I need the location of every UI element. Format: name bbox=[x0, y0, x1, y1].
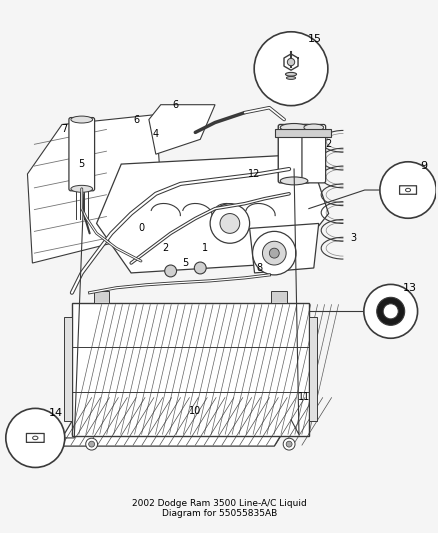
Circle shape bbox=[219, 214, 239, 233]
Text: 6: 6 bbox=[133, 115, 139, 125]
Circle shape bbox=[376, 297, 404, 325]
Polygon shape bbox=[249, 223, 318, 273]
Bar bbox=[93, 290, 109, 303]
Circle shape bbox=[269, 248, 279, 258]
Circle shape bbox=[210, 204, 249, 243]
Polygon shape bbox=[57, 397, 303, 446]
Text: 11: 11 bbox=[297, 392, 309, 402]
Text: 2: 2 bbox=[162, 243, 169, 253]
Ellipse shape bbox=[286, 76, 295, 79]
FancyBboxPatch shape bbox=[301, 125, 325, 183]
Circle shape bbox=[283, 438, 294, 450]
Text: 5: 5 bbox=[182, 258, 188, 268]
Ellipse shape bbox=[71, 116, 92, 123]
FancyBboxPatch shape bbox=[69, 118, 94, 191]
Circle shape bbox=[88, 441, 94, 447]
Ellipse shape bbox=[32, 436, 38, 440]
Ellipse shape bbox=[405, 188, 410, 192]
Polygon shape bbox=[28, 115, 160, 263]
Polygon shape bbox=[148, 104, 215, 154]
Circle shape bbox=[363, 285, 417, 338]
Text: 5: 5 bbox=[78, 159, 85, 169]
Text: 14: 14 bbox=[49, 408, 63, 418]
FancyBboxPatch shape bbox=[278, 125, 309, 183]
Bar bbox=[72, 303, 308, 436]
Circle shape bbox=[286, 441, 291, 447]
Circle shape bbox=[382, 304, 397, 319]
Text: 10: 10 bbox=[189, 407, 201, 416]
Text: 9: 9 bbox=[420, 161, 427, 171]
Ellipse shape bbox=[303, 124, 323, 131]
Text: 3: 3 bbox=[350, 233, 356, 243]
Text: 6: 6 bbox=[172, 100, 178, 110]
Text: 4: 4 bbox=[152, 130, 159, 140]
Polygon shape bbox=[96, 154, 328, 273]
Ellipse shape bbox=[279, 177, 307, 185]
Ellipse shape bbox=[279, 124, 307, 132]
Text: 2: 2 bbox=[325, 139, 331, 149]
Bar bbox=[308, 318, 316, 422]
Circle shape bbox=[85, 438, 97, 450]
FancyBboxPatch shape bbox=[26, 433, 44, 442]
Text: 2002 Dodge Ram 3500 Line-A/C Liquid
Diagram for 55055835AB: 2002 Dodge Ram 3500 Line-A/C Liquid Diag… bbox=[132, 499, 306, 518]
FancyBboxPatch shape bbox=[275, 130, 330, 138]
Circle shape bbox=[379, 162, 435, 218]
Circle shape bbox=[6, 408, 65, 467]
Text: 15: 15 bbox=[307, 34, 321, 44]
Text: 0: 0 bbox=[138, 223, 144, 233]
Circle shape bbox=[262, 241, 286, 265]
FancyBboxPatch shape bbox=[399, 186, 416, 194]
Bar bbox=[271, 290, 286, 303]
Text: 1: 1 bbox=[201, 243, 208, 253]
Text: 7: 7 bbox=[61, 124, 67, 134]
Ellipse shape bbox=[285, 72, 296, 76]
Circle shape bbox=[254, 32, 327, 106]
Circle shape bbox=[194, 262, 206, 274]
Bar bbox=[64, 318, 72, 422]
Text: 12: 12 bbox=[248, 169, 260, 179]
Ellipse shape bbox=[71, 185, 92, 192]
Circle shape bbox=[164, 265, 176, 277]
Circle shape bbox=[252, 231, 295, 275]
Text: 8: 8 bbox=[256, 263, 262, 273]
Circle shape bbox=[287, 59, 294, 66]
Text: 13: 13 bbox=[402, 283, 416, 293]
